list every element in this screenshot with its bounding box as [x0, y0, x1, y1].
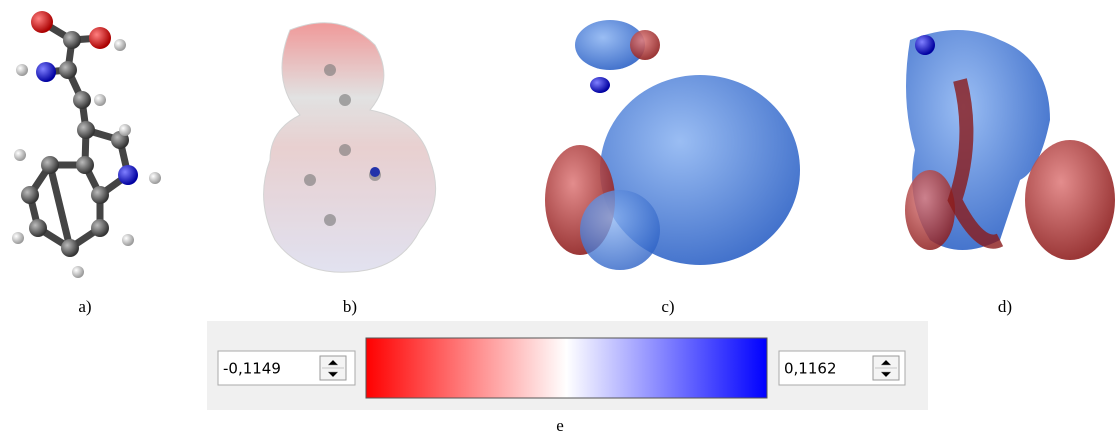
max-value: 0,1162 [784, 360, 837, 378]
panel-label: e [556, 416, 564, 435]
color-bar [365, 337, 768, 399]
esp-surface [263, 22, 437, 273]
panel-label: c) [661, 297, 674, 316]
panel-label: a) [78, 297, 91, 316]
min-value: -0,1149 [223, 360, 281, 378]
atoms [12, 11, 161, 278]
panel-label: b) [343, 297, 357, 316]
orbital-d [905, 30, 1115, 260]
orbital-c [545, 20, 800, 270]
spin-arrows [322, 359, 344, 378]
panel-label: d) [998, 297, 1012, 316]
spin-arrows [875, 359, 897, 378]
